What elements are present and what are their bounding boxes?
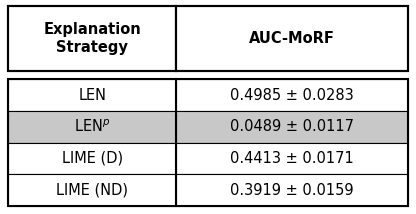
- Text: Explanation
Strategy: Explanation Strategy: [43, 22, 141, 55]
- Bar: [176, 111, 408, 143]
- Bar: [176, 143, 408, 174]
- Text: LIME (D): LIME (D): [62, 151, 123, 166]
- Text: LEN: LEN: [78, 88, 106, 103]
- Bar: [8, 143, 176, 174]
- Bar: [8, 6, 176, 71]
- Text: LEN$^p$: LEN$^p$: [74, 118, 110, 135]
- Text: LIME (ND): LIME (ND): [56, 183, 128, 198]
- Bar: [176, 6, 408, 71]
- Text: 0.3919 ± 0.0159: 0.3919 ± 0.0159: [230, 183, 354, 198]
- Bar: [8, 111, 176, 143]
- Text: 0.4413 ± 0.0171: 0.4413 ± 0.0171: [230, 151, 354, 166]
- Bar: [8, 79, 408, 206]
- Text: 0.0489 ± 0.0117: 0.0489 ± 0.0117: [230, 119, 354, 134]
- Bar: [8, 174, 176, 206]
- Bar: [176, 79, 408, 111]
- Text: 0.4985 ± 0.0283: 0.4985 ± 0.0283: [230, 88, 354, 103]
- Bar: [8, 79, 176, 111]
- Bar: [8, 6, 408, 71]
- Bar: [176, 174, 408, 206]
- Text: AUC-MoRF: AUC-MoRF: [249, 31, 335, 46]
